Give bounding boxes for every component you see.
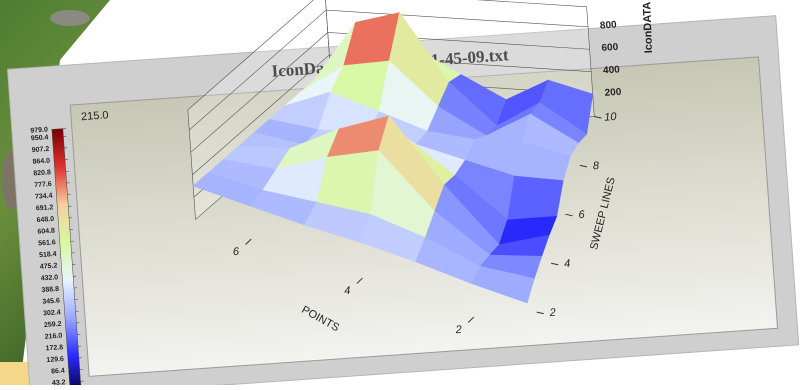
colorbar-tick-label: 86.4 [51,368,65,376]
colorbar-tick-label: 345.6 [42,298,60,306]
chart-card: IconData_13042011_01-45-09.txt 215.0 200… [4,0,799,385]
y-tick-label: 10 [604,111,618,124]
z-tick-label: 800 [600,19,618,31]
annotation: 215.0 [81,109,109,123]
colorbar-tick-label: 172.8 [45,344,63,352]
colorbar-tick-label: 259.2 [44,321,62,329]
colorbar-tick-label: 648.0 [36,216,54,224]
z-tick-label: 600 [601,42,619,54]
colorbar-tick-label: 129.6 [46,356,64,364]
z-tick-label: 200 [604,87,622,99]
colorbar-tick-label: 302.4 [43,309,61,317]
colorbar-tick-label: 475.2 [40,263,58,271]
colorbar-tick-label: 518.4 [39,251,57,259]
y-tick-label: 4 [564,258,571,270]
colorbar-tick-label: 907.2 [32,146,50,154]
colorbar-tick-label: 43.2 [52,379,66,385]
x-tick-label: 2 [454,324,462,336]
colorbar-tick-label: 734.4 [35,193,53,201]
surface-cell [504,173,565,220]
rock [50,10,90,26]
colorbar-tick-label: 561.6 [38,239,56,247]
colorbar-tick-label: 864.0 [32,158,50,166]
colorbar-tick-label: 691.2 [36,204,54,212]
colorbar-tick-label: 777.6 [34,181,52,189]
z-tick-label: 400 [603,64,621,76]
colorbar-tick-label: 604.8 [37,228,55,236]
colorbar-tick-label: 820.8 [33,169,51,177]
colorbar-tick-label: 950.4 [31,134,49,142]
x-tick-label: 4 [344,285,351,297]
colorbar-tick-label: 432.0 [40,274,58,282]
y-tick-label: 2 [548,307,556,319]
z-axis-label: IconDATA [641,2,655,54]
colorbar-tick-label: 388.8 [41,286,59,294]
colorbar-tick-label: 216.0 [45,333,63,341]
